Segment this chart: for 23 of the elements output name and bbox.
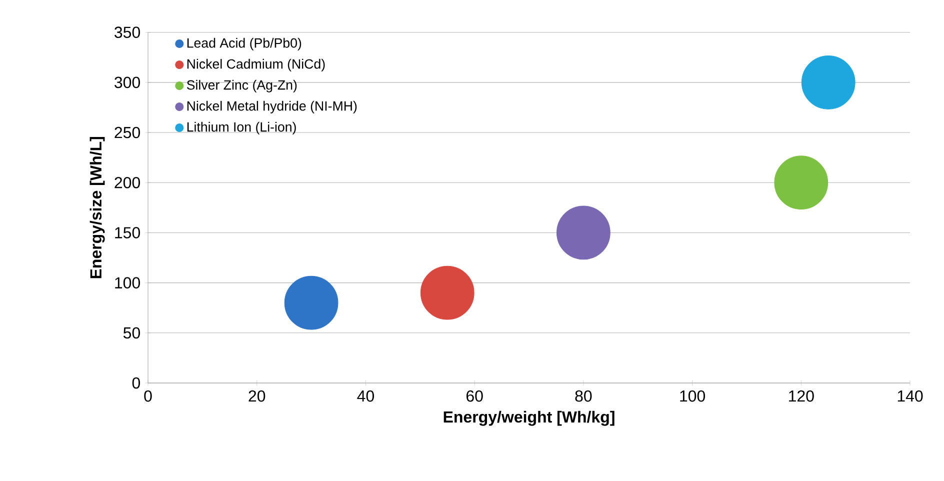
x-tick-label: 100 [680,390,706,402]
x-tick-label: 80 [575,390,592,402]
legend-label: Nickel Metal hydride (NI-MH) [187,100,357,114]
y-tick-label: 200 [114,176,140,188]
legend-label: Silver Zinc (Ag-Zn) [186,80,297,92]
y-axis-title: Energy/size [Wh/L] [90,137,105,278]
y-tick-label: 300 [114,76,140,88]
x-tick-label: 0 [144,390,152,402]
y-tick-label: 50 [123,327,140,339]
y-tick-label: 100 [115,277,140,288]
y-tick-label: 150 [115,227,140,238]
y-tick-label: 0 [132,377,140,389]
x-axis-title: Energy/weight [Wh/kg] [444,410,614,426]
y-tick-label: 350 [114,26,140,38]
x-tick-label: 120 [789,390,814,402]
x-tick-label: 40 [357,390,374,402]
legend-label: Nickel Cadmium (NiCd) [187,58,325,72]
y-tick-label: 250 [114,126,140,138]
x-tick-label: 60 [466,390,483,402]
legend-label: Lead Acid (Pb/Pb0) [187,38,302,50]
legend-label: Lithium Ion (Li-ion) [187,122,296,134]
x-tick-label: 140 [898,390,923,402]
x-tick-label: 20 [248,390,266,402]
